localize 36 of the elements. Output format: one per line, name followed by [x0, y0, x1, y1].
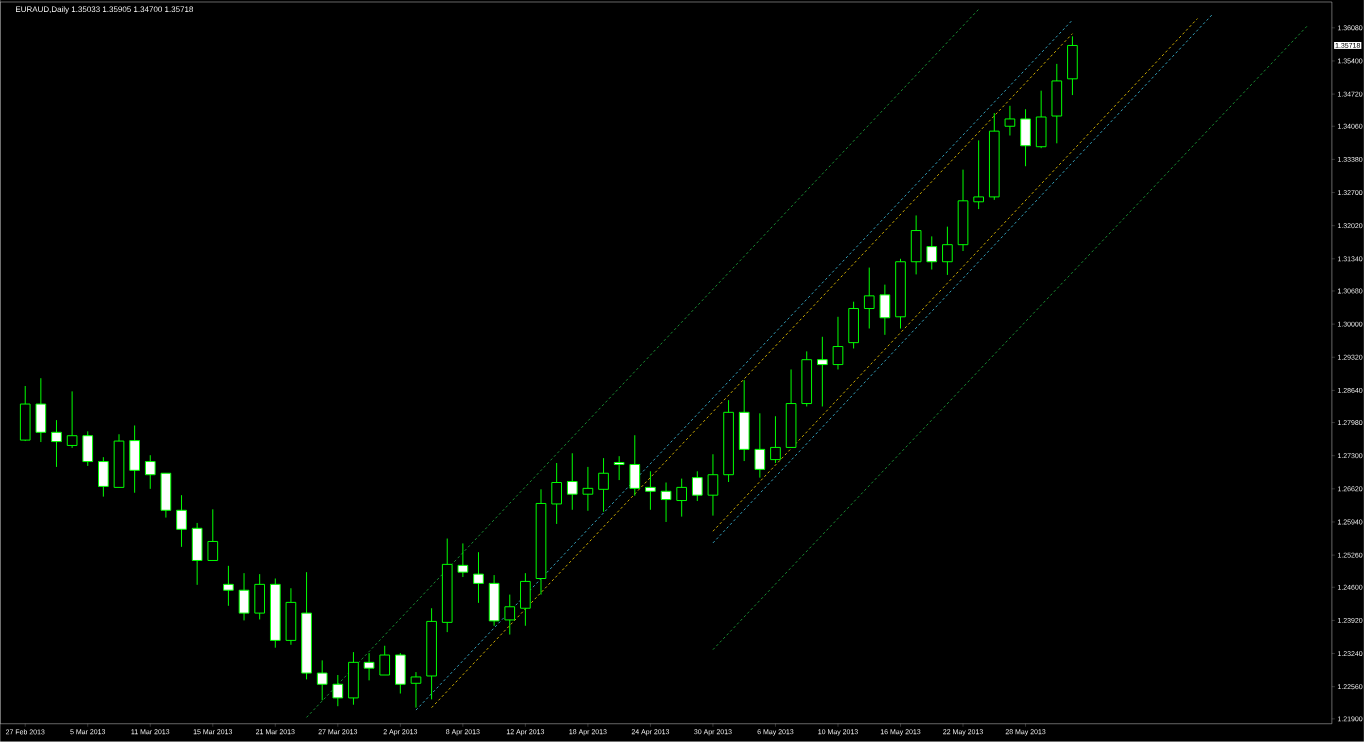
- candlestick: [566, 452, 578, 511]
- candlestick: [660, 482, 672, 523]
- candlestick: [363, 652, 375, 681]
- candlestick: [332, 674, 344, 707]
- candlestick: [707, 453, 719, 517]
- candlestick: [832, 316, 844, 371]
- candlestick: [879, 284, 891, 336]
- candlestick: [676, 478, 688, 518]
- candlestick: [942, 226, 953, 276]
- candlestick: [176, 494, 187, 548]
- candlestick: [238, 572, 250, 622]
- candlestick: [207, 508, 219, 562]
- candlestick: [582, 466, 594, 512]
- candlestick: [613, 455, 625, 481]
- candlestick: [770, 415, 781, 464]
- candlestick: [457, 543, 469, 578]
- candlestick: [926, 236, 938, 271]
- candlestick: [316, 660, 328, 701]
- candlestick: [754, 412, 766, 479]
- candlestick: [66, 391, 78, 449]
- candlestick: [645, 470, 656, 511]
- candlestick: [144, 454, 156, 490]
- candlestick: [473, 551, 484, 604]
- candlestick: [379, 645, 391, 676]
- candlestick: [973, 140, 984, 210]
- candlestick: [598, 457, 609, 513]
- candlestick: [504, 594, 516, 636]
- candlestick: [51, 419, 62, 468]
- candlestick: [629, 434, 641, 497]
- candlestick: [863, 267, 875, 330]
- candlestick: [691, 470, 703, 502]
- candlestick: [817, 336, 828, 408]
- candlestick: [1004, 105, 1016, 137]
- candlestick: [223, 565, 234, 607]
- candlestick: [410, 671, 422, 709]
- candlestick: [551, 462, 562, 525]
